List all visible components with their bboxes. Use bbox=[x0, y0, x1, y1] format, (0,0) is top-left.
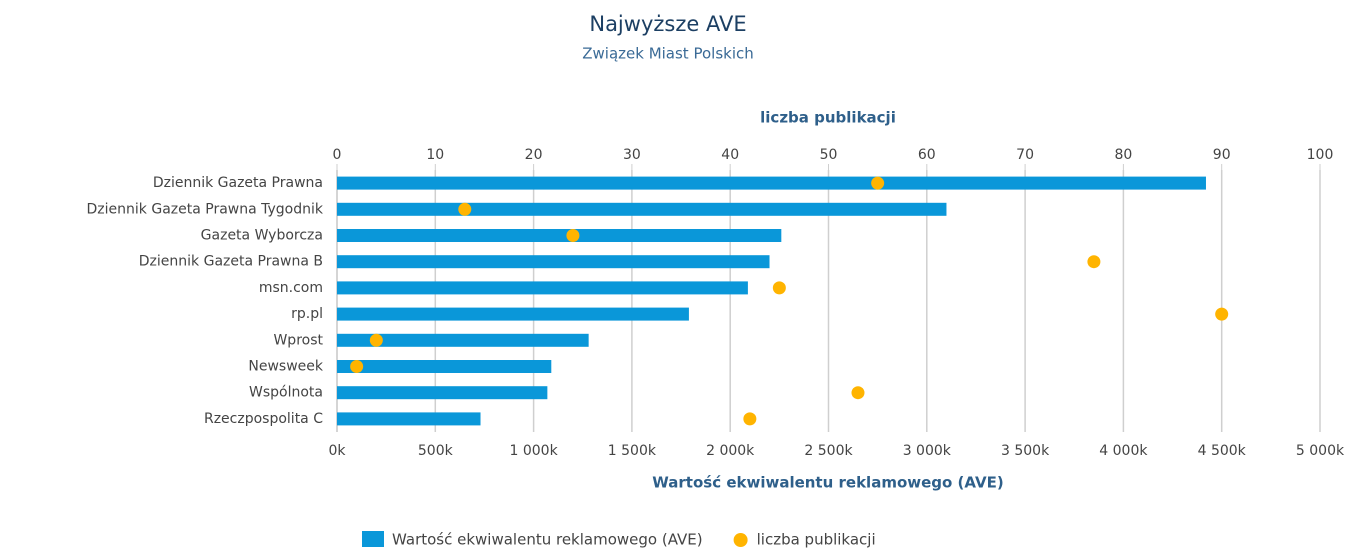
legend-label: Wartość ekwiwalentu reklamowego (AVE) bbox=[392, 531, 703, 549]
bar bbox=[337, 229, 782, 242]
y-tick-label: Wprost bbox=[273, 332, 323, 348]
chart-subtitle: Związek Miast Polskich bbox=[582, 45, 754, 63]
dot bbox=[871, 176, 885, 190]
x2-tick-label: 80 bbox=[1114, 147, 1132, 163]
dot bbox=[566, 229, 580, 242]
x-tick-label: 500k bbox=[418, 443, 454, 459]
x-tick-label: 4 500k bbox=[1198, 443, 1247, 459]
y-tick-label: Newsweek bbox=[248, 359, 324, 375]
dot bbox=[851, 386, 865, 400]
dot bbox=[350, 360, 364, 373]
y-tick-label: Dziennik Gazeta Prawna Tygodnik bbox=[87, 201, 324, 217]
y-tick-label: Dziennik Gazeta Prawna B bbox=[139, 254, 323, 270]
x-tick-label: 4 000k bbox=[1099, 443, 1148, 459]
x2-tick-label: 30 bbox=[623, 147, 641, 163]
y-tick-label: Rzeczpospolita C bbox=[204, 411, 323, 427]
legend-marker bbox=[733, 533, 748, 547]
bar bbox=[337, 333, 589, 347]
y-tick-label: rp.pl bbox=[291, 306, 323, 322]
y-tick-label: Wspólnota bbox=[249, 385, 323, 401]
legend-label: liczba publikacji bbox=[757, 531, 876, 549]
x-tick-label: 0k bbox=[328, 443, 346, 459]
x2-tick-label: 10 bbox=[426, 147, 444, 163]
dot bbox=[1087, 255, 1101, 269]
x-tick-label: 2 500k bbox=[804, 443, 853, 459]
x2-tick-label: 0 bbox=[333, 147, 342, 163]
dot bbox=[743, 412, 757, 426]
chart-title: Najwyższe AVE bbox=[589, 12, 746, 36]
x-tick-label: 2 000k bbox=[706, 443, 755, 459]
dot bbox=[369, 333, 383, 347]
x-tick-label: 3 000k bbox=[903, 443, 952, 459]
x2-tick-label: 70 bbox=[1016, 147, 1034, 163]
y-tick-label: msn.com bbox=[259, 280, 323, 296]
x2-tick-label: 40 bbox=[721, 147, 739, 163]
x2-axis-title: liczba publikacji bbox=[760, 109, 896, 127]
x2-tick-label: 60 bbox=[918, 147, 936, 163]
bar bbox=[337, 281, 748, 295]
x-tick-label: 1 500k bbox=[608, 443, 657, 459]
dot bbox=[1215, 307, 1229, 321]
bar bbox=[337, 176, 1206, 190]
y-tick-label: Gazeta Wyborcza bbox=[201, 228, 323, 244]
x-axis-title: Wartość ekwiwalentu reklamowego (AVE) bbox=[652, 474, 1003, 492]
bar bbox=[337, 255, 770, 269]
bar bbox=[337, 386, 548, 400]
x-tick-label: 1 000k bbox=[510, 443, 559, 459]
bar bbox=[337, 202, 947, 216]
bar bbox=[337, 412, 481, 426]
dot bbox=[772, 281, 786, 295]
x2-tick-label: 100 bbox=[1307, 147, 1334, 163]
x2-tick-label: 20 bbox=[525, 147, 543, 163]
bar bbox=[337, 307, 689, 321]
legend-marker bbox=[362, 531, 384, 547]
y-tick-label: Dziennik Gazeta Prawna bbox=[153, 175, 323, 191]
dot bbox=[458, 202, 472, 216]
x2-tick-label: 50 bbox=[820, 147, 838, 163]
x2-tick-label: 90 bbox=[1213, 147, 1231, 163]
x-tick-label: 3 500k bbox=[1001, 443, 1050, 459]
x-tick-label: 5 000k bbox=[1296, 443, 1345, 459]
bar bbox=[337, 360, 552, 373]
